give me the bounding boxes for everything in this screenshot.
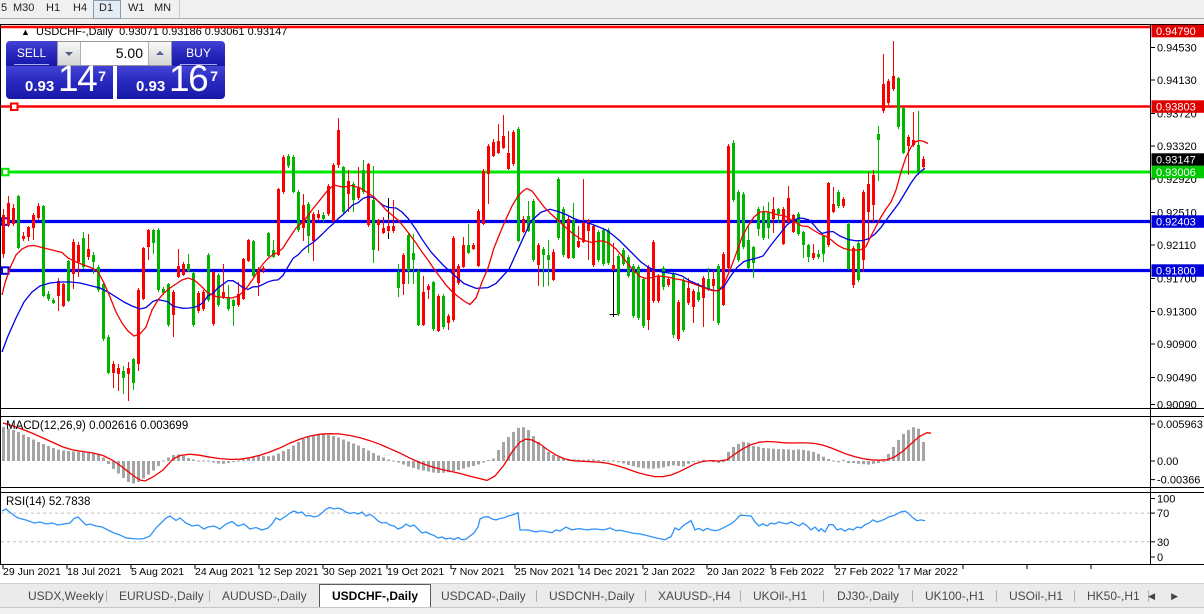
- svg-text:0.93320: 0.93320: [1157, 141, 1197, 153]
- svg-text:0.005963: 0.005963: [1157, 419, 1203, 431]
- svg-text:0.90900: 0.90900: [1157, 339, 1197, 351]
- svg-text:0.94130: 0.94130: [1157, 75, 1197, 87]
- svg-text:0: 0: [1157, 552, 1163, 564]
- svg-text:0.90490: 0.90490: [1157, 373, 1197, 385]
- svg-text:0.91800: 0.91800: [1156, 266, 1196, 278]
- svg-text:0.93147: 0.93147: [1156, 155, 1196, 167]
- svg-text:RSI(14) 52.7838: RSI(14) 52.7838: [6, 496, 90, 508]
- svg-text:30: 30: [1157, 537, 1169, 549]
- svg-text:70: 70: [1157, 508, 1169, 520]
- svg-text:100: 100: [1157, 494, 1175, 506]
- svg-text:-0.00366: -0.00366: [1157, 475, 1200, 487]
- svg-text:0.94530: 0.94530: [1157, 43, 1197, 55]
- svg-text:0.91300: 0.91300: [1157, 307, 1197, 319]
- svg-text:0.92403: 0.92403: [1156, 217, 1196, 229]
- svg-text:0.93006: 0.93006: [1156, 167, 1196, 179]
- svg-text:MACD(12,26,9) 0.002616 0.00369: MACD(12,26,9) 0.002616 0.003699: [6, 420, 188, 432]
- svg-text:0.92110: 0.92110: [1157, 240, 1196, 252]
- svg-text:0.90090: 0.90090: [1157, 400, 1197, 412]
- svg-text:0.00: 0.00: [1157, 456, 1178, 468]
- svg-text:0.94790: 0.94790: [1156, 26, 1196, 38]
- svg-text:0.93803: 0.93803: [1156, 102, 1196, 114]
